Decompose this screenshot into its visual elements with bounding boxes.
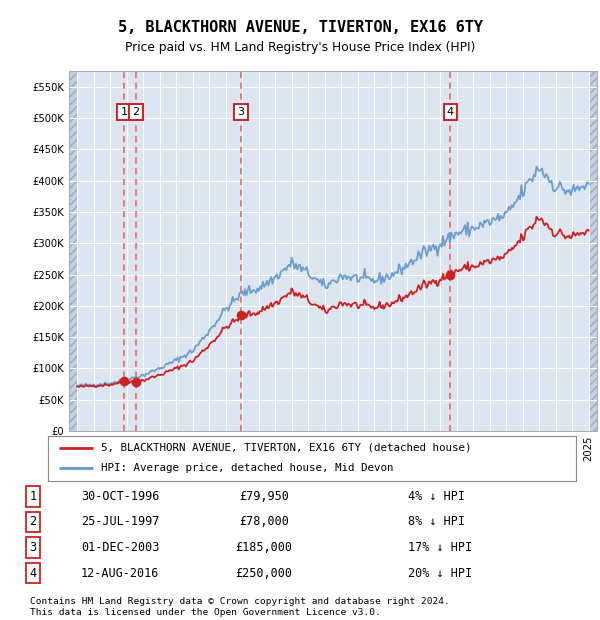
Text: 01-DEC-2003: 01-DEC-2003	[81, 541, 159, 554]
Text: 3: 3	[238, 107, 244, 117]
Bar	[589, 71, 597, 431]
Text: 4: 4	[447, 107, 454, 117]
Text: 4: 4	[29, 567, 37, 580]
Text: 30-OCT-1996: 30-OCT-1996	[81, 490, 159, 503]
Text: 3: 3	[29, 541, 37, 554]
Text: 12-AUG-2016: 12-AUG-2016	[81, 567, 159, 580]
Bar	[69, 71, 77, 431]
Text: 2: 2	[133, 107, 140, 117]
Text: 17% ↓ HPI: 17% ↓ HPI	[408, 541, 472, 554]
Text: 4% ↓ HPI: 4% ↓ HPI	[408, 490, 465, 503]
Text: £250,000: £250,000	[235, 567, 293, 580]
Text: 20% ↓ HPI: 20% ↓ HPI	[408, 567, 472, 580]
Text: 5, BLACKTHORN AVENUE, TIVERTON, EX16 6TY: 5, BLACKTHORN AVENUE, TIVERTON, EX16 6TY	[118, 20, 482, 35]
Text: £79,950: £79,950	[239, 490, 289, 503]
Text: Contains HM Land Registry data © Crown copyright and database right 2024.: Contains HM Land Registry data © Crown c…	[30, 597, 450, 606]
Text: £78,000: £78,000	[239, 515, 289, 528]
Text: 1: 1	[121, 107, 127, 117]
Text: 8% ↓ HPI: 8% ↓ HPI	[408, 515, 465, 528]
Text: HPI: Average price, detached house, Mid Devon: HPI: Average price, detached house, Mid …	[101, 463, 394, 474]
Text: 5, BLACKTHORN AVENUE, TIVERTON, EX16 6TY (detached house): 5, BLACKTHORN AVENUE, TIVERTON, EX16 6TY…	[101, 443, 472, 453]
Text: 25-JUL-1997: 25-JUL-1997	[81, 515, 159, 528]
Text: This data is licensed under the Open Government Licence v3.0.: This data is licensed under the Open Gov…	[30, 608, 381, 617]
Text: 2: 2	[29, 515, 37, 528]
Text: £185,000: £185,000	[235, 541, 293, 554]
Text: Price paid vs. HM Land Registry's House Price Index (HPI): Price paid vs. HM Land Registry's House …	[125, 41, 475, 53]
Text: 1: 1	[29, 490, 37, 503]
